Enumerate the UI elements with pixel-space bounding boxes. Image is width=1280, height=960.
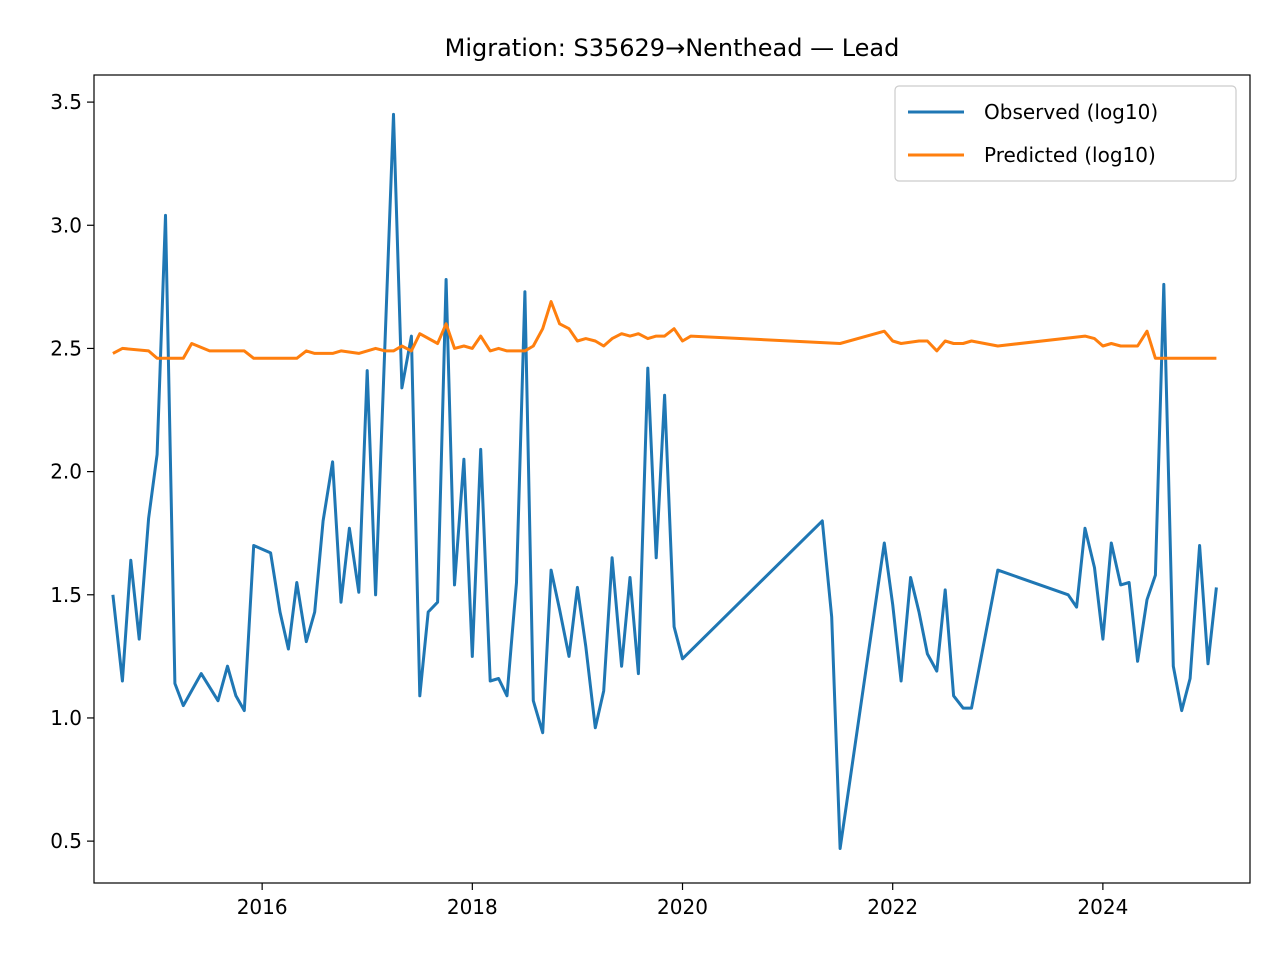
x-tick-label: 2016 [237, 895, 288, 919]
plot-frame [93, 74, 1251, 884]
y-tick-label: 1.0 [50, 706, 82, 730]
x-tick-label: 2022 [867, 895, 918, 919]
y-tick-label: 2.5 [50, 336, 82, 360]
x-tick-label: 2020 [657, 895, 708, 919]
legend-label: Observed (log10) [984, 100, 1158, 124]
y-tick-label: 2.0 [50, 460, 82, 484]
x-axis: 2016 2018 2020 2022 2024 [237, 883, 1128, 919]
y-tick-label: 3.5 [50, 90, 82, 114]
y-axis: 0.5 1.0 1.5 2.0 2.5 3.0 3.5 [50, 90, 94, 853]
legend-label: Predicted (log10) [984, 143, 1156, 167]
plot-area [93, 74, 1251, 884]
x-tick-label: 2018 [447, 895, 498, 919]
y-tick-label: 0.5 [50, 829, 82, 853]
series-line-observed [111, 112, 1218, 850]
legend-box [894, 85, 1237, 182]
legend: Observed (log10) Predicted (log10) [894, 85, 1237, 182]
y-tick-label: 3.0 [50, 213, 82, 237]
y-tick-label: 1.5 [50, 583, 82, 607]
chart-title: Migration: S35629→Nenthead — Lead [445, 34, 900, 62]
series-layer [111, 112, 1218, 850]
series-line-predicted [112, 300, 1217, 360]
x-tick-label: 2024 [1077, 895, 1128, 919]
